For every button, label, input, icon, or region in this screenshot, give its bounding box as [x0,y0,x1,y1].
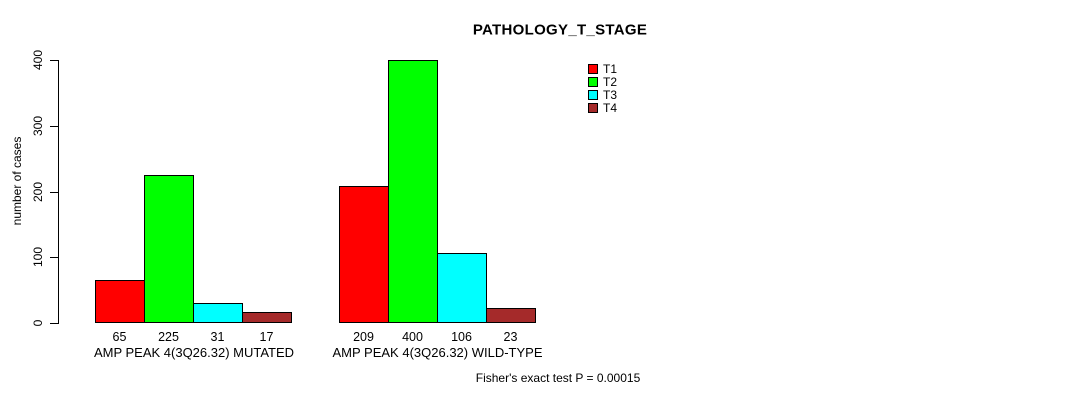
bar-t2-group2 [388,60,438,323]
bar-t1-group2 [339,186,389,323]
y-tick-label: 400 [31,49,45,71]
y-tick-label: 0 [31,319,45,327]
y-tick-label: 300 [31,115,45,136]
y-tick-mark [50,125,58,127]
bar-value-label: 31 [210,330,225,344]
bar-t2-group1 [144,175,194,323]
category-label: AMP PEAK 4(3Q26.32) WILD-TYPE [332,345,543,360]
y-axis-line [58,60,59,324]
y-tick-mark [50,257,58,259]
bar-value-label: 400 [402,330,423,344]
y-tick-mark [50,191,58,193]
bar-value-label: 209 [353,330,374,344]
bar-value-label: 106 [451,330,472,344]
bar-value-label: 65 [112,330,127,344]
bar-t1-group1 [95,280,145,323]
y-tick-label: 100 [31,247,45,268]
y-tick-mark [50,60,58,61]
y-tick-label: 200 [31,181,45,202]
bar-value-label: 17 [259,330,274,344]
bar-value-label: 23 [503,330,518,344]
y-tick-mark [50,323,58,324]
bar-t4-group1 [242,312,292,323]
chart-title: PATHOLOGY_T_STAGE [472,21,648,39]
category-label: AMP PEAK 4(3Q26.32) MUTATED [93,345,295,360]
bar-t4-group2 [486,308,536,323]
bar-t3-group1 [193,303,243,323]
annotation-text: Fisher's exact test P = 0.00015 [475,371,641,385]
bar-value-label: 225 [158,330,179,344]
bar-t3-group2 [437,253,487,323]
